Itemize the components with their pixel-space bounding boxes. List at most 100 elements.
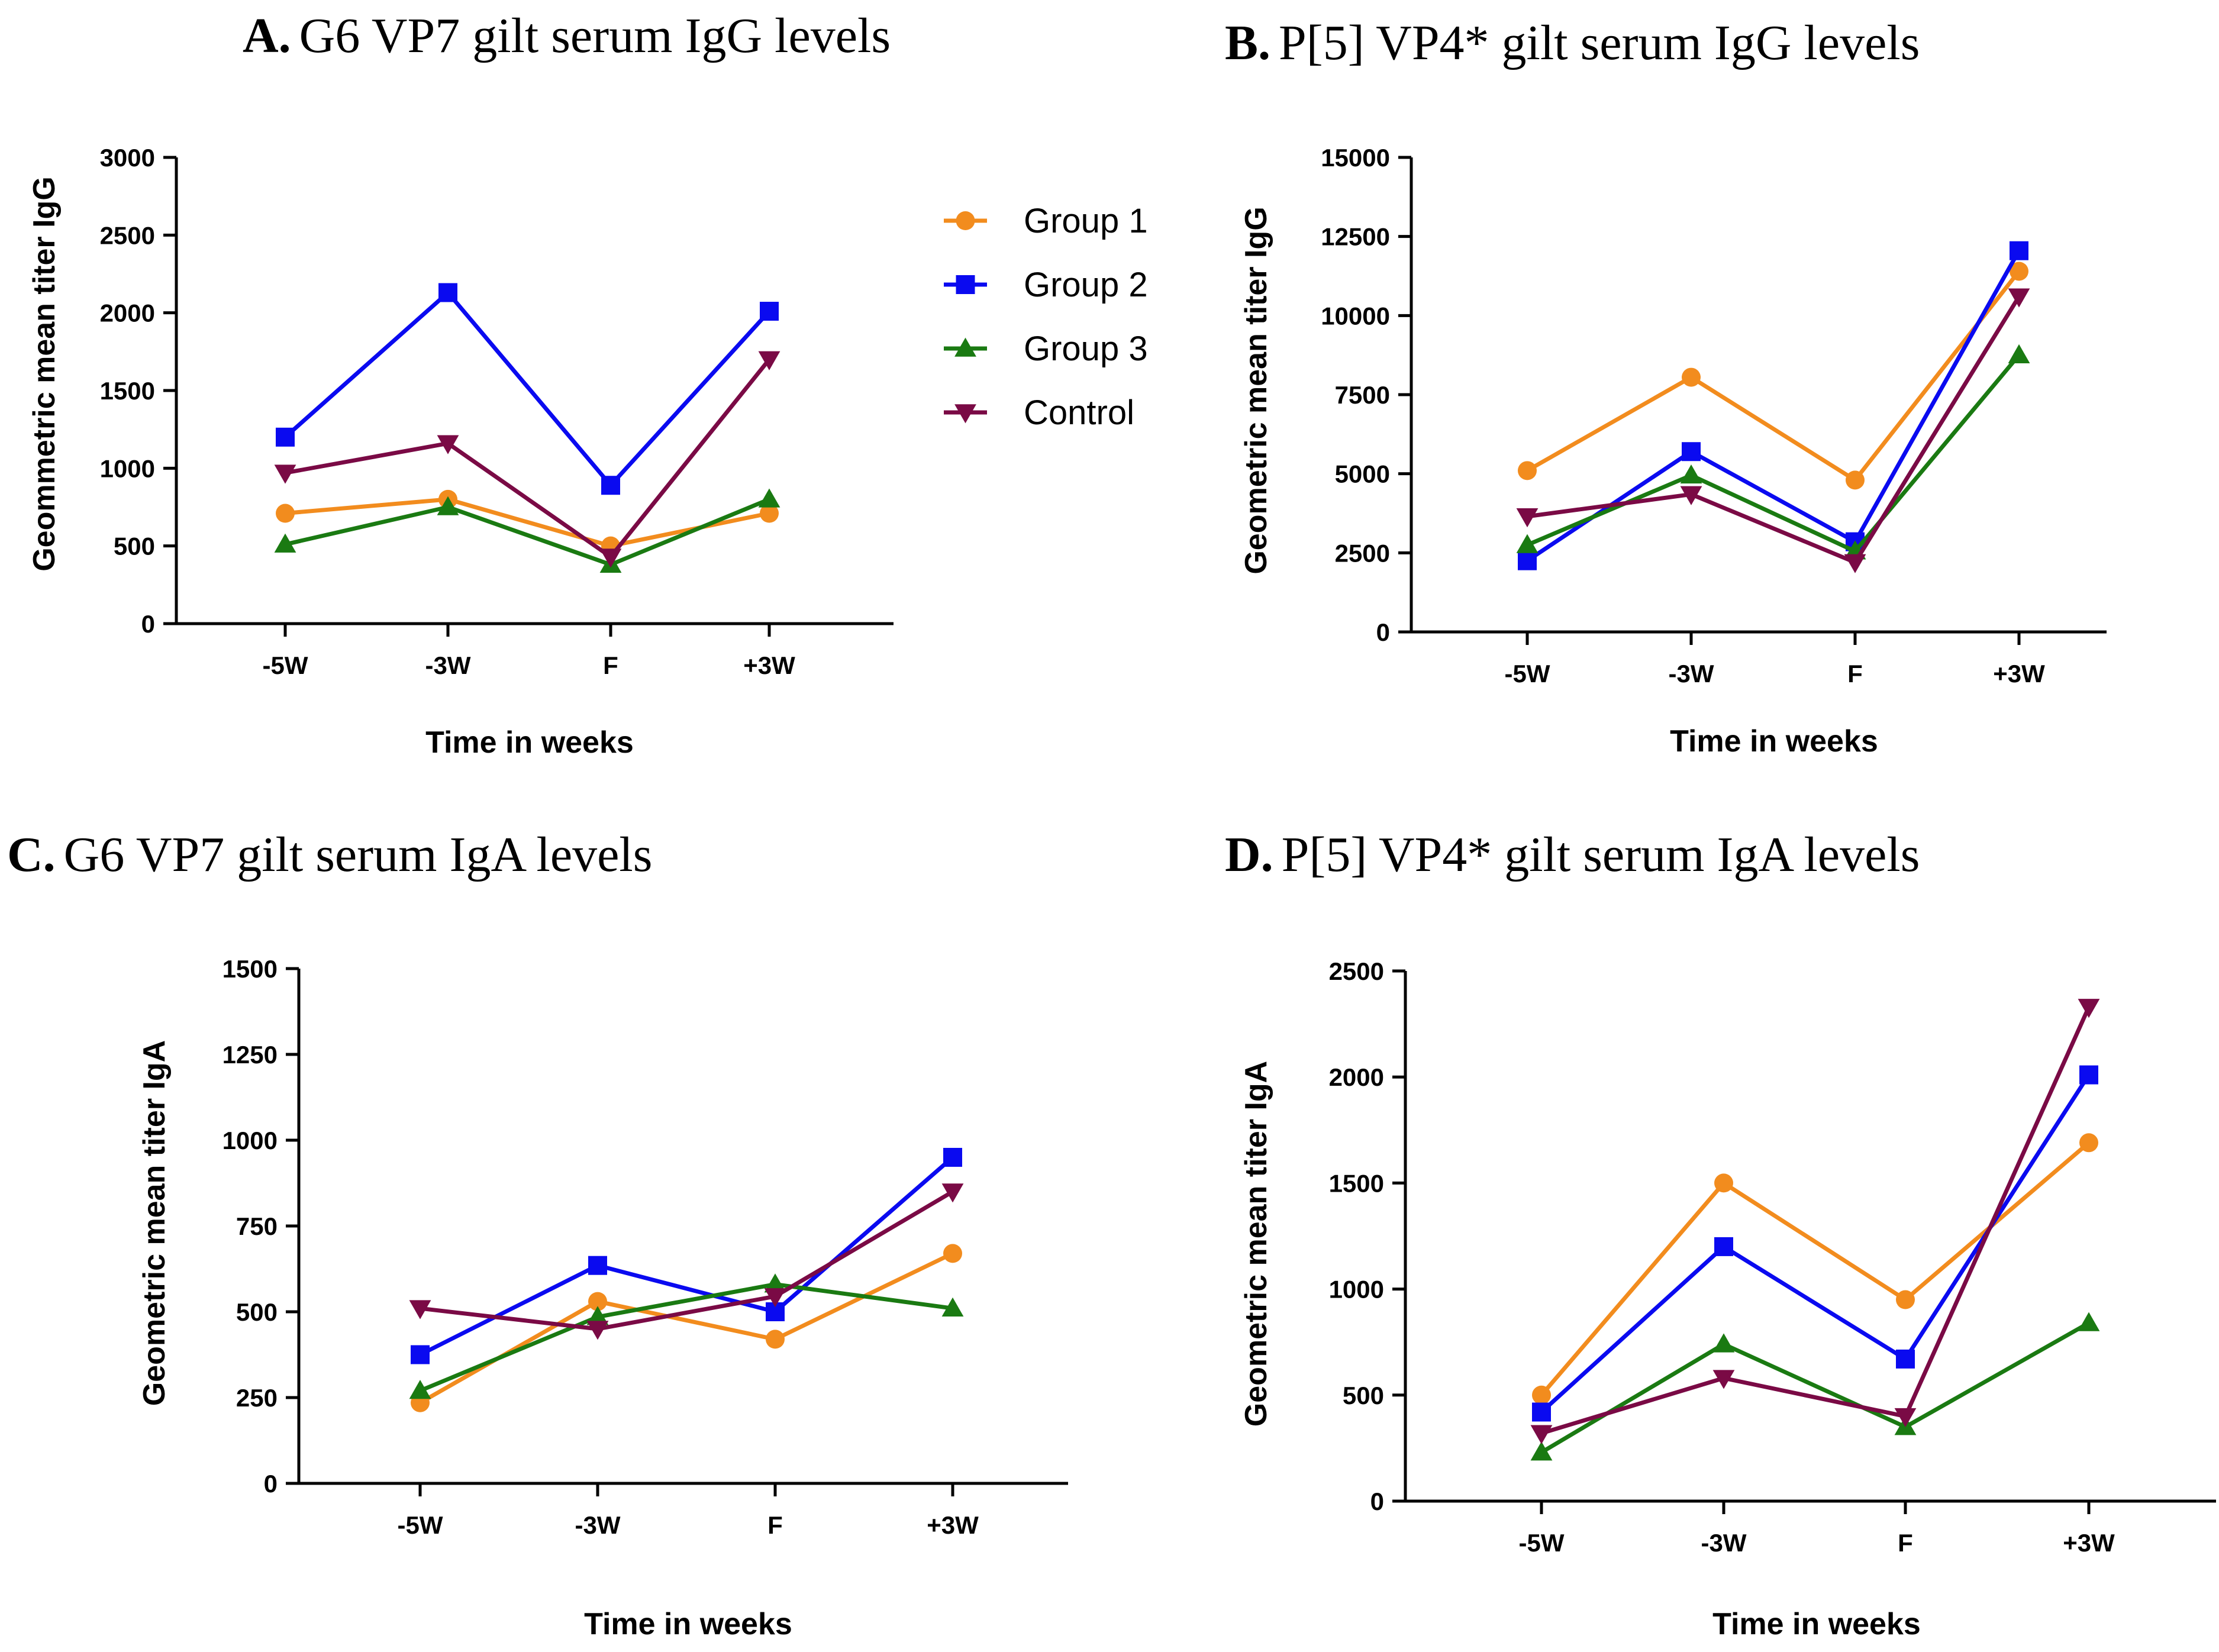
panel-d-xtick-label: +3W xyxy=(2063,1529,2115,1557)
panel-d-series-control-point xyxy=(1530,1425,1553,1444)
panel-d: D. P[5] VP4* gilt serum IgA levels Geomet… xyxy=(1225,827,2216,1641)
panel-c-series-group-1-line xyxy=(419,1251,954,1405)
legend-control-label: Control xyxy=(1024,393,1134,432)
panel-d-series-group-3-point xyxy=(2078,1312,2100,1331)
panel-a-ytick-label: 3000 xyxy=(100,144,155,172)
panel-b-series-group-3-point xyxy=(1680,464,1702,484)
panel-d-ytick-label: 500 xyxy=(1343,1382,1384,1409)
panel-c-xtick-label: F xyxy=(767,1511,783,1539)
panel-d-series-group-2-point xyxy=(2079,1065,2098,1085)
panel-c-xlabel: Time in weeks xyxy=(584,1607,792,1641)
panel-b-series-control-point xyxy=(1844,554,1866,573)
panel-c-title-text: G6 VP7 gilt serum IgA levels xyxy=(64,827,653,882)
panel-d-xtick-label: -3W xyxy=(1701,1529,1747,1557)
panel-b-ytick-label: 5000 xyxy=(1335,460,1390,488)
panel-a-series-control-point xyxy=(274,464,296,484)
panel-a-ytick-label: 500 xyxy=(114,533,155,560)
panel-c-series-group-3-line xyxy=(419,1282,953,1393)
panel-a: A. G6 VP7 gilt serum IgG levels Geommetri… xyxy=(27,8,894,760)
panel-c-series-group-1-point xyxy=(588,1292,607,1311)
panel-b-title: B. P[5] VP4* gilt serum IgG levels xyxy=(1225,15,1920,70)
panel-d-xtick-label: F xyxy=(1898,1529,1913,1557)
panel-c-series-group-2-point xyxy=(411,1345,430,1364)
panel-c-series-group-2-line xyxy=(419,1156,954,1357)
panel-d-title: D. P[5] VP4* gilt serum IgA levels xyxy=(1225,827,1920,882)
panel-a-series-group-3-point xyxy=(437,496,459,515)
panel-c-xtick-label: -3W xyxy=(575,1511,621,1539)
panel-a-series-group-2-point xyxy=(276,427,295,447)
panel-a-series-control-line xyxy=(285,358,771,559)
panel-a-xlabel: Time in weeks xyxy=(425,725,634,760)
panel-d-plot: 0 500 1000 1500 2000 2500 -5W -3W F +3W xyxy=(1329,957,2216,1557)
panel-c-ylabel: Geometric mean titer IgA xyxy=(137,1040,172,1406)
panel-a-series-group-2-point xyxy=(438,283,457,302)
panel-b-ylabel: Geometric mean titer IgG xyxy=(1239,206,1273,574)
legend-group-3-marker xyxy=(954,337,976,357)
panel-b-title-text: P[5] VP4* gilt serum IgG levels xyxy=(1279,15,1920,70)
panel-b-series-control-point xyxy=(1516,508,1539,528)
panel-d-series-group-1-point xyxy=(2079,1133,2098,1153)
panel-a-ytick-label: 1500 xyxy=(100,377,155,405)
panel-b-ytick-label: 2500 xyxy=(1335,539,1390,567)
panel-c-ytick-label: 250 xyxy=(236,1384,278,1412)
panel-d-series-group-2-point xyxy=(1532,1402,1551,1422)
panel-d-series-group-1-line xyxy=(1540,1141,2091,1397)
panel-b-series-group-2-point xyxy=(2010,241,2028,260)
panel-d-ytick-label: 2500 xyxy=(1329,957,1384,985)
panel-d-xtick-label: -5W xyxy=(1519,1529,1565,1557)
panel-d-series-group-2-line xyxy=(1540,1073,2091,1414)
panel-c-ytick-label: 500 xyxy=(236,1298,278,1326)
panel-a-series-group-3-line xyxy=(285,497,770,567)
panel-c-ytick-label: 1500 xyxy=(222,955,278,983)
panel-d-series-control-line xyxy=(1540,1006,2091,1435)
panel-a-ytick-label: 2500 xyxy=(100,221,155,249)
panel-a-ytick-label: 0 xyxy=(141,610,155,638)
panel-b-ytick-label: 15000 xyxy=(1321,144,1390,172)
panel-a-xtick-label: -5W xyxy=(263,651,308,679)
panel-b-xlabel: Time in weeks xyxy=(1670,724,1878,759)
legend-group-1-marker xyxy=(956,211,975,230)
panel-d-ylabel: Geometric mean titer IgA xyxy=(1239,1061,1273,1427)
panel-a-series-control-point xyxy=(758,351,780,370)
panel-a-series-group-1-line xyxy=(285,497,770,548)
panel-d-series-control-point xyxy=(1712,1370,1735,1389)
panel-c-series-control-line xyxy=(420,1189,954,1331)
panel-b-xtick-label: F xyxy=(1847,660,1863,688)
legend-group-3-label: Group 3 xyxy=(1024,330,1148,368)
panel-a-xtick-label: F xyxy=(603,651,618,679)
panel-c-series-group-3-point xyxy=(941,1297,964,1317)
panel-d-series-control-point xyxy=(1894,1408,1917,1428)
panel-b-series-group-1-point xyxy=(2010,262,2028,281)
panel-b-series-group-3-point xyxy=(1516,534,1539,553)
panel-c-series-group-1-point xyxy=(766,1330,785,1349)
panel-c-ytick-label: 0 xyxy=(264,1470,278,1498)
panel-a-ytick-label: 2000 xyxy=(100,299,155,327)
panel-a-letter: A. xyxy=(243,8,291,63)
panel-c-plot: 0 250 500 750 1000 1250 1500 -5W -3W F +3W xyxy=(222,955,1068,1539)
panel-a-plot: 0 500 1000 1500 2000 2500 3000 -5W -3W F +3W xyxy=(100,144,894,679)
panel-b-ytick-label: 12500 xyxy=(1321,223,1390,251)
panel-b-ytick-label: 0 xyxy=(1376,618,1390,646)
panel-a-xtick-label: +3W xyxy=(743,651,795,679)
panel-d-series-group-1-point xyxy=(1714,1173,1733,1193)
panel-c-xtick-label: -5W xyxy=(398,1511,443,1539)
panel-d-series-group-1-point xyxy=(1896,1290,1915,1309)
panel-c-series-control-point xyxy=(586,1321,609,1340)
panel-b-plot: 0 2500 5000 7500 10000 12500 15000 -5W -3W F +3W xyxy=(1321,144,2107,688)
panel-c-series-group-1-point xyxy=(943,1244,962,1263)
panel-d-series-group-1-point xyxy=(1532,1385,1551,1405)
panel-b-series-group-1-point xyxy=(1518,461,1537,480)
panel-b-series-group-1-point xyxy=(1846,470,1865,490)
panel-a-ylabel: Geommetric mean titer IgG xyxy=(27,176,62,572)
panel-b-ytick-label: 7500 xyxy=(1335,381,1390,409)
panel-d-ytick-label: 1000 xyxy=(1329,1276,1384,1303)
panel-c-ytick-label: 1250 xyxy=(222,1041,278,1069)
panel-d-ytick-label: 2000 xyxy=(1329,1063,1384,1091)
panel-c-series-control-point xyxy=(941,1183,964,1203)
panel-c-series-group-3-point xyxy=(764,1273,786,1293)
panel-b-series-group-2-point xyxy=(1518,551,1537,570)
panel-b-series-group-3-line xyxy=(1526,353,2021,554)
panel-c: C. G6 VP7 gilt serum IgA levels Geometric… xyxy=(7,827,1068,1641)
panel-b-xtick-label: -3W xyxy=(1669,660,1714,688)
